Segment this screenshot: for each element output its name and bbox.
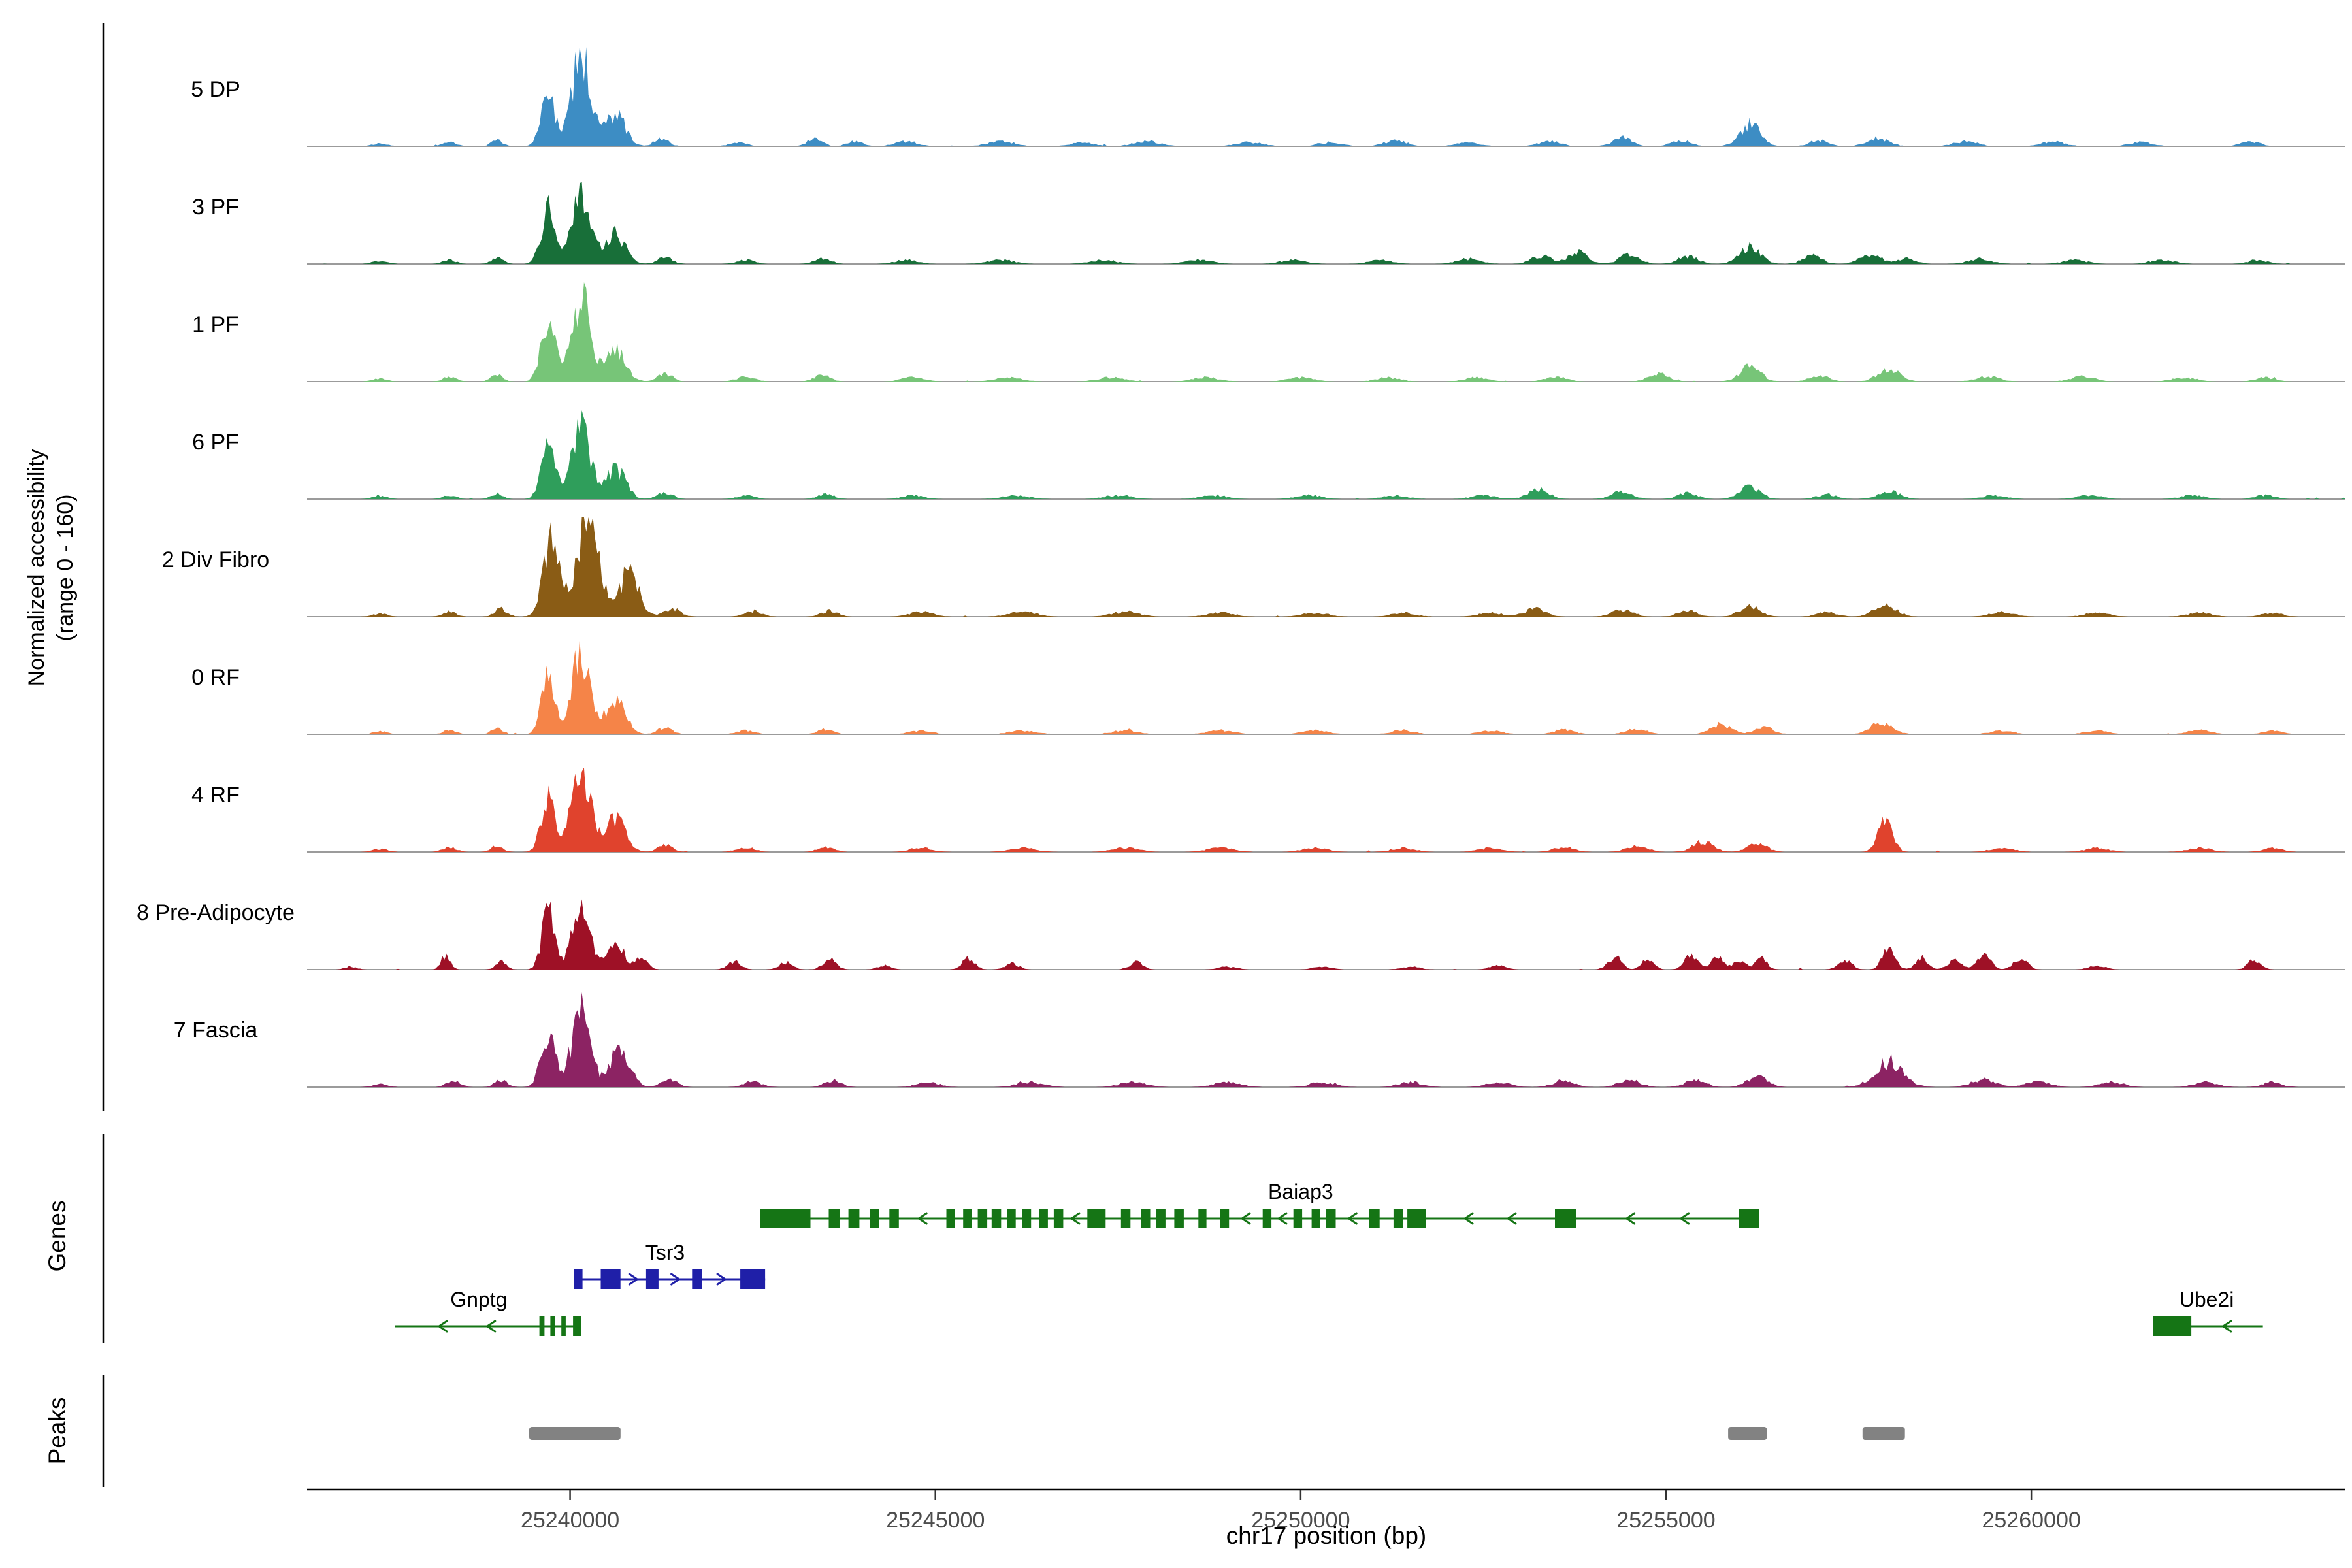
gene-strand-arrow-icon bbox=[917, 1212, 928, 1225]
x-axis-tick-label: 25250000 bbox=[1251, 1508, 1350, 1533]
gene-strand-arrow-icon bbox=[1277, 1212, 1288, 1225]
gene-exon bbox=[2153, 1316, 2192, 1336]
gene-exon bbox=[1293, 1209, 1303, 1228]
gene-exon bbox=[1262, 1209, 1272, 1228]
track-label: 1 PF bbox=[192, 312, 239, 337]
gene-exon bbox=[870, 1209, 879, 1228]
peak-region bbox=[1728, 1427, 1767, 1440]
gene-strand-arrow-icon bbox=[1625, 1212, 1636, 1225]
gene-exon bbox=[1326, 1209, 1336, 1228]
gene-label: Tsr3 bbox=[645, 1241, 685, 1264]
track-label: 5 DP bbox=[191, 77, 240, 102]
gene-exon bbox=[1022, 1209, 1032, 1228]
peaks-section-label: Peaks bbox=[44, 1397, 71, 1465]
gene-exon bbox=[1220, 1209, 1230, 1228]
gene-exon bbox=[1141, 1209, 1151, 1228]
gene-strand-arrow-icon bbox=[1680, 1212, 1690, 1225]
gene-exon bbox=[946, 1209, 955, 1228]
gene-exon bbox=[645, 1269, 659, 1289]
gene-exon bbox=[1198, 1209, 1207, 1228]
x-axis-tick-label: 25255000 bbox=[1616, 1508, 1715, 1533]
track-label: 8 Pre-Adipocyte bbox=[137, 900, 295, 925]
gene-strand-arrow-icon bbox=[1463, 1212, 1474, 1225]
track-signal bbox=[307, 640, 2345, 734]
gene-strand-arrow-icon bbox=[1507, 1212, 1517, 1225]
gene-exon bbox=[1156, 1209, 1166, 1228]
gene-exon bbox=[740, 1269, 766, 1289]
track-label: 0 RF bbox=[191, 665, 240, 690]
genes-section-label: Genes bbox=[44, 1200, 71, 1272]
gene-strand-arrow-icon bbox=[2222, 1320, 2232, 1333]
track-label: 6 PF bbox=[192, 430, 239, 455]
y-axis-label-line2: (range 0 - 160) bbox=[53, 494, 78, 642]
x-axis-tick-label: 25240000 bbox=[521, 1508, 619, 1533]
gene-exon bbox=[1120, 1209, 1131, 1228]
y-axis-label-line1: Normalized accessibility bbox=[24, 449, 49, 687]
gene-strand-arrow-icon bbox=[670, 1273, 681, 1286]
gene-exon bbox=[1311, 1209, 1320, 1228]
gene-exon bbox=[1407, 1209, 1426, 1228]
gene-exon bbox=[1739, 1209, 1759, 1228]
gene-strand-arrow-icon bbox=[438, 1320, 448, 1333]
gene-label: Baiap3 bbox=[1268, 1180, 1333, 1203]
track-signal bbox=[307, 899, 2345, 970]
track-signal bbox=[307, 517, 2345, 617]
gene-exon bbox=[561, 1316, 566, 1336]
track-signal bbox=[307, 410, 2345, 499]
gene-exon bbox=[574, 1269, 583, 1289]
x-axis-tick-label: 25245000 bbox=[886, 1508, 985, 1533]
gene-label: Gnptg bbox=[450, 1288, 507, 1311]
gene-exon bbox=[760, 1209, 811, 1228]
track-label: 4 RF bbox=[191, 783, 240, 808]
peak-region bbox=[529, 1427, 621, 1440]
track-label: 2 Div Fibro bbox=[162, 547, 269, 572]
gene-label: Ube2i bbox=[2180, 1288, 2234, 1311]
gene-exon bbox=[1369, 1209, 1380, 1228]
gene-exon bbox=[991, 1209, 1002, 1228]
gene-exon bbox=[550, 1316, 555, 1336]
gene-exon bbox=[1393, 1209, 1403, 1228]
gene-strand-arrow-icon bbox=[1241, 1212, 1251, 1225]
gene-exon bbox=[1174, 1209, 1184, 1228]
track-signal bbox=[307, 47, 2345, 146]
peak-region bbox=[1862, 1427, 1905, 1440]
gene-strand-arrow-icon bbox=[486, 1320, 497, 1333]
track-label: 3 PF bbox=[192, 195, 239, 220]
gene-exon bbox=[1007, 1209, 1016, 1228]
track-signal bbox=[307, 182, 2345, 264]
gene-strand-arrow-icon bbox=[1347, 1212, 1358, 1225]
gene-strand-arrow-icon bbox=[1070, 1212, 1081, 1225]
gene-strand-arrow-icon bbox=[628, 1273, 638, 1286]
gene-exon bbox=[1087, 1209, 1106, 1228]
gene-exon bbox=[848, 1209, 860, 1228]
gene-exon bbox=[828, 1209, 840, 1228]
gene-exon bbox=[1039, 1209, 1048, 1228]
gene-exon bbox=[539, 1316, 545, 1336]
x-axis-title: chr17 position (bp) bbox=[1226, 1522, 1427, 1549]
gene-exon bbox=[1555, 1209, 1576, 1228]
gene-exon bbox=[573, 1316, 581, 1336]
y-axis-label: Normalized accessibility (range 0 - 160) bbox=[22, 449, 80, 687]
gene-exon bbox=[600, 1269, 621, 1289]
track-label: 7 Fascia bbox=[174, 1018, 258, 1043]
track-signal bbox=[307, 992, 2345, 1087]
gene-strand-arrow-icon bbox=[716, 1273, 727, 1286]
gene-exon bbox=[889, 1209, 899, 1228]
gene-exon bbox=[692, 1269, 702, 1289]
track-signal bbox=[307, 767, 2345, 852]
gene-exon bbox=[1053, 1209, 1064, 1228]
x-axis-tick-label: 25260000 bbox=[1982, 1508, 2080, 1533]
gene-exon bbox=[977, 1209, 988, 1228]
track-signal bbox=[307, 282, 2345, 382]
gene-exon bbox=[963, 1209, 972, 1228]
